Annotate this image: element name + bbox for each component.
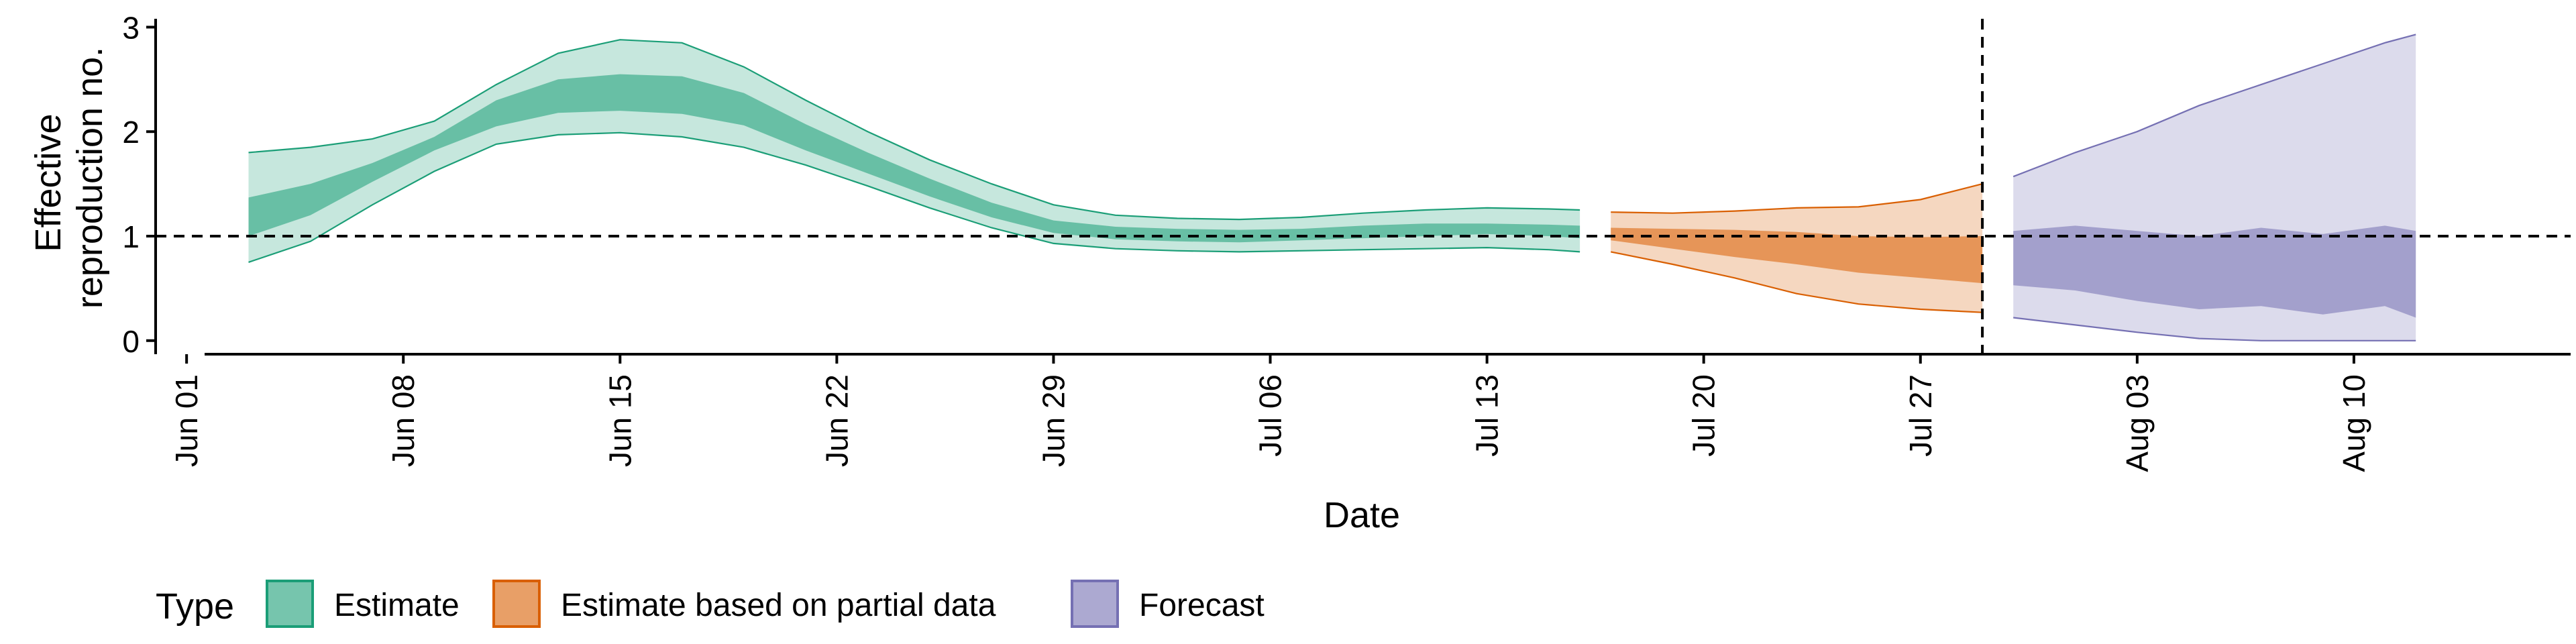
- x-tick-label: Jun 29: [1036, 374, 1071, 467]
- estimate-inner-band: [248, 74, 1580, 243]
- y-axis-label: Effective reproduction no.: [28, 47, 110, 309]
- x-tick-label: Jun 08: [386, 374, 421, 467]
- x-tick-label: Jun 15: [602, 374, 637, 467]
- estimate-outer-lower-edge: [248, 131, 1580, 263]
- forecast-outer-upper-edge: [2012, 34, 2416, 178]
- estimate-based-on-partial-data-outer-upper-edge: [1611, 183, 1983, 214]
- x-tick-label: Jul 27: [1903, 374, 1938, 457]
- legend-label-estimate-based-on-partial-data: Estimate based on partial data: [561, 588, 996, 623]
- legend-key-forecast: [1071, 580, 1119, 628]
- reference-lines: [156, 19, 2571, 354]
- axes-layer: [154, 19, 2571, 356]
- x-tick-label: Jul 13: [1470, 374, 1505, 457]
- x-tick-label: Jul 06: [1253, 374, 1288, 457]
- legend-key-estimate-based-on-partial-data: [492, 580, 541, 628]
- estimate-based-on-partial-data-inner-band: [1611, 227, 1983, 284]
- y-axis-label-line-1: Effective: [28, 113, 68, 252]
- y-tick-label: 0: [122, 324, 140, 359]
- ribbon-layer: [248, 34, 2416, 341]
- legend-label-estimate: Estimate: [334, 588, 460, 623]
- x-tick-label: Jun 01: [169, 374, 204, 467]
- x-tick-label: Aug 10: [2337, 374, 2371, 472]
- x-tick-label: Jul 20: [1686, 374, 1721, 457]
- estimate-outer-upper-edge: [248, 39, 1580, 221]
- forecast-inner-band: [2013, 225, 2416, 318]
- estimate-based-on-partial-data-outer-lower-edge: [1610, 251, 1983, 313]
- legend-label-forecast: Forecast: [1139, 588, 1265, 623]
- tick-layer: 0 1 2 3 Jun 01 Jun 08 Jun 15 Jun 22 Jun 29 Jul 06…: [122, 10, 2371, 472]
- y-tick-label: 3: [122, 10, 140, 45]
- y-tick-label: 1: [122, 219, 140, 254]
- legend-title: Type: [156, 586, 234, 627]
- y-axis-label-line-2: reproduction no.: [70, 47, 110, 309]
- y-tick-label: 2: [122, 115, 140, 150]
- x-tick-label: Aug 03: [2120, 374, 2155, 472]
- x-axis-label: Date: [1324, 495, 1400, 535]
- legend-key-estimate: [266, 580, 314, 628]
- x-tick-label: Jun 22: [819, 374, 854, 467]
- forecast-outer-lower-edge: [2013, 317, 2416, 341]
- legend: Type Estimate Estimate based on partial d…: [156, 580, 1265, 628]
